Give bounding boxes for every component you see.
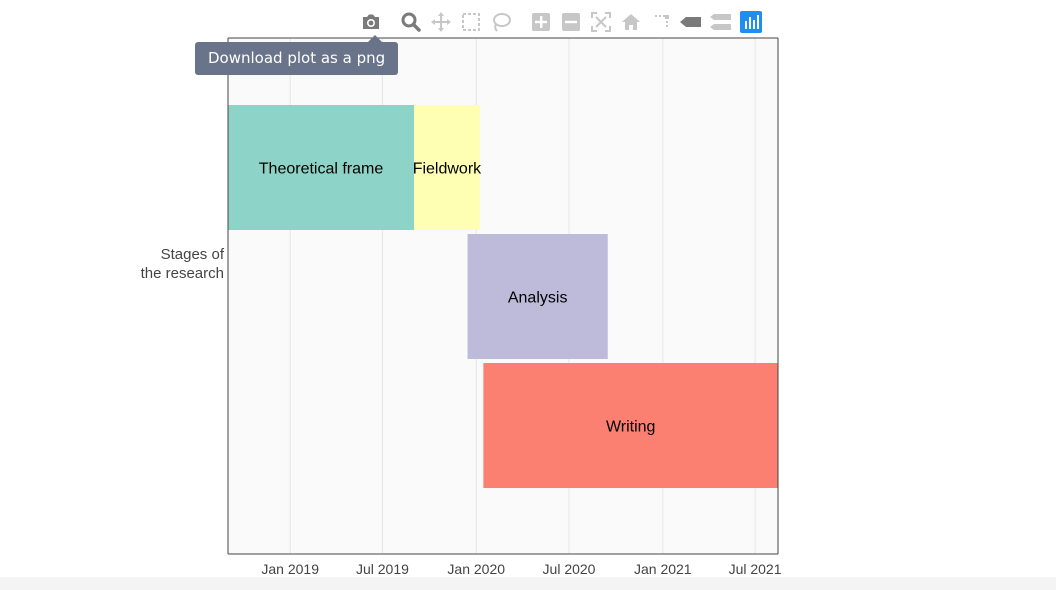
x-tick-label-3: Jul 2020 <box>543 561 596 577</box>
bar-label-2: Analysis <box>508 290 568 307</box>
tooltip-arrow <box>368 35 382 42</box>
bar-0 <box>228 105 415 230</box>
box-select-icon <box>462 13 480 31</box>
bar-label-0: Theoretical frame <box>259 161 384 178</box>
axes <box>227 37 779 555</box>
bar-label-3: Writing <box>606 419 656 436</box>
download-png-button[interactable] <box>360 11 382 33</box>
home-icon <box>622 14 640 30</box>
y-axis-title-line-1: Stages of <box>160 246 224 263</box>
x-tick-label-0: Jan 2019 <box>261 561 319 577</box>
spike-lines-button[interactable] <box>650 11 672 33</box>
x-tick-labels: Jan 2019 Jul 2019 Jan 2020 Jul 2020 Jan 2021… <box>261 561 781 577</box>
bar-2 <box>467 234 608 359</box>
footer-strip <box>0 577 1056 590</box>
hover-closest-icon <box>680 17 701 27</box>
x-tick-label-4: Jan 2021 <box>634 561 692 577</box>
reset-axes-button[interactable] <box>620 11 642 33</box>
bar-label-1: Fieldwork <box>413 161 482 178</box>
x-tick-label-5: Jul 2021 <box>729 561 782 577</box>
zoom-in-icon <box>532 13 550 31</box>
download-tooltip: Download plot as a png <box>195 42 399 75</box>
bar-3 <box>483 363 778 488</box>
pan-button[interactable] <box>430 11 452 33</box>
pan-icon <box>431 12 451 32</box>
bars <box>228 105 778 488</box>
plotly-logo-icon <box>740 11 762 33</box>
y-axis-title-line-2: the research <box>140 265 224 282</box>
x-tick-label-1: Jul 2019 <box>356 561 409 577</box>
bar-labels: Theoretical frame Fieldwork Analysis Writin… <box>259 161 656 436</box>
lasso-icon <box>493 13 511 32</box>
bar-1 <box>414 105 480 230</box>
camera-icon <box>363 14 379 29</box>
modebar <box>360 10 770 34</box>
spike-lines-icon <box>655 15 669 27</box>
box-select-button[interactable] <box>460 11 482 33</box>
autoscale-button[interactable] <box>590 11 612 33</box>
autoscale-icon <box>591 12 611 32</box>
zoom-in-button[interactable] <box>530 11 552 33</box>
zoom-out-button[interactable] <box>560 11 582 33</box>
hover-compare-icon <box>710 14 731 30</box>
y-axis-title: Stages of the research <box>141 245 224 283</box>
hover-compare-button[interactable] <box>710 11 732 33</box>
zoom-icon <box>401 12 421 32</box>
plotly-logo-button[interactable] <box>740 11 762 33</box>
lasso-select-button[interactable] <box>490 11 512 33</box>
hover-closest-button[interactable] <box>680 11 702 33</box>
zoom-out-icon <box>562 13 580 31</box>
zoom-button[interactable] <box>400 11 422 33</box>
x-tick-label-2: Jan 2020 <box>447 561 505 577</box>
